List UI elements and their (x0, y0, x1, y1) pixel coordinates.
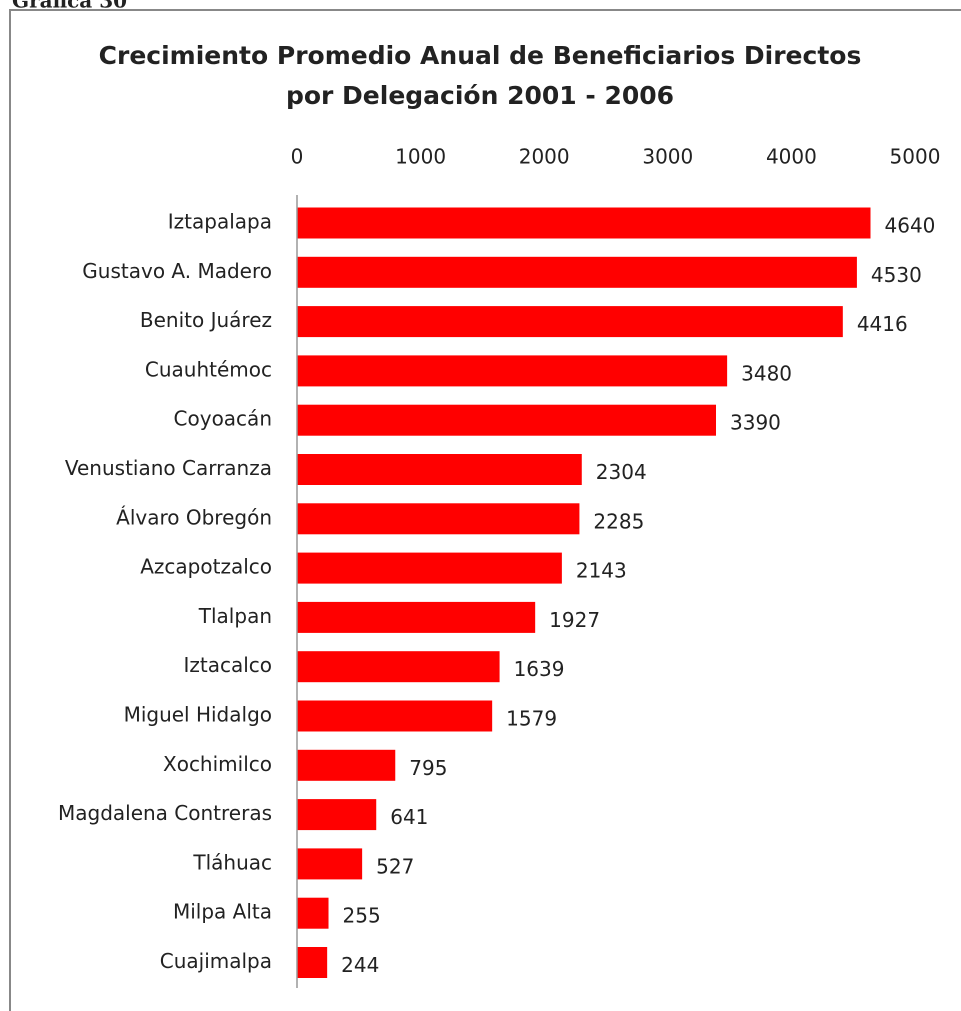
bar (297, 454, 582, 485)
x-tick-label: 4000 (766, 145, 817, 169)
x-tick-label: 2000 (519, 145, 570, 169)
value-label: 4640 (885, 214, 936, 238)
bar (297, 749, 396, 781)
y-tick-label: Tláhuac (192, 850, 272, 874)
y-tick-label: Coyoacán (174, 407, 272, 431)
y-tick-label: Álvaro Obregón (116, 505, 272, 529)
y-tick-label: Xochimilco (163, 752, 272, 776)
value-label: 2285 (593, 509, 644, 533)
bar (297, 947, 328, 978)
bar (297, 799, 377, 831)
y-tick-label: Tlalpan (198, 604, 272, 628)
value-label: 244 (341, 953, 379, 977)
frame (9, 9, 961, 1011)
y-tick-label: Cuajimalpa (160, 949, 272, 973)
caption: Gráfica 30 (12, 0, 127, 13)
y-tick-label: Milpa Alta (173, 900, 272, 924)
chart-title: por Delegación 2001 - 2006 (286, 81, 674, 110)
y-tick-label: Miguel Hidalgo (124, 703, 272, 727)
y-tick-label: Gustavo A. Madero (82, 259, 272, 283)
bar (297, 651, 500, 683)
bar (297, 256, 857, 288)
y-tick-label: Iztacalco (183, 653, 272, 677)
chart-title: Crecimiento Promedio Anual de Beneficiar… (99, 41, 862, 70)
value-label: 3480 (741, 361, 792, 385)
y-tick-label: Iztapalapa (168, 210, 272, 234)
bar (297, 503, 580, 535)
value-label: 795 (409, 756, 447, 780)
value-label: 1579 (506, 707, 557, 731)
value-label: 641 (390, 805, 428, 829)
bar (297, 404, 717, 436)
y-tick-label: Azcapotzalco (140, 555, 272, 579)
value-label: 1639 (514, 657, 565, 681)
x-tick-label: 3000 (642, 145, 693, 169)
x-tick-label: 0 (291, 145, 304, 169)
value-label: 3390 (730, 411, 781, 435)
bar (297, 601, 536, 633)
value-label: 1927 (549, 608, 600, 632)
y-tick-label: Venustiano Carranza (65, 456, 272, 480)
value-label: 2304 (596, 460, 647, 484)
value-label: 4530 (871, 263, 922, 287)
bar (297, 306, 843, 338)
y-tick-label: Cuauhtémoc (145, 357, 272, 381)
value-label: 2143 (576, 559, 627, 583)
value-label: 527 (376, 854, 414, 878)
bar (297, 897, 329, 929)
value-label: 255 (343, 904, 381, 928)
bar (297, 700, 493, 732)
value-label: 4416 (857, 312, 908, 336)
x-tick-label: 1000 (395, 145, 446, 169)
bar (297, 848, 363, 880)
y-tick-label: Magdalena Contreras (58, 801, 272, 825)
y-tick-label: Benito Juárez (140, 308, 272, 332)
bar (297, 552, 562, 584)
bar (297, 207, 871, 239)
bar (297, 355, 728, 387)
x-tick-label: 5000 (890, 145, 941, 169)
